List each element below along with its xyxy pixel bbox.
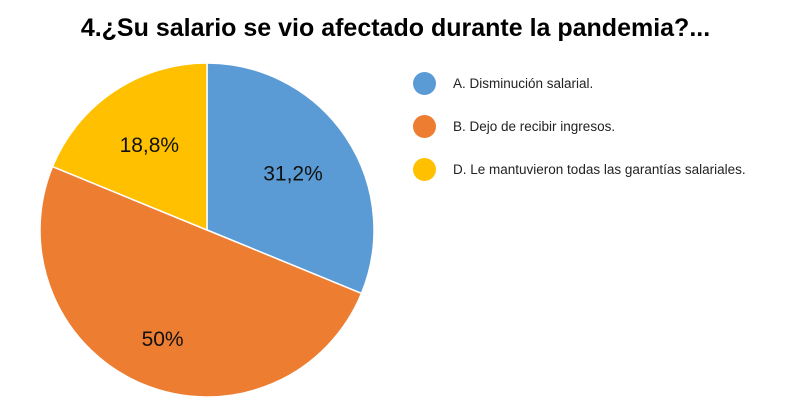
legend-item: D. Le mantuvieron todas las garantías sa…	[413, 148, 746, 191]
pie-slice	[39, 165, 363, 398]
chart-title: 4.¿Su salario se vio afectado durante la…	[80, 14, 711, 42]
pie-slice	[206, 62, 375, 295]
legend-label: A. Disminución salarial.	[453, 76, 594, 91]
pie-slice	[51, 62, 208, 232]
data-label: 50%	[142, 328, 184, 351]
legend: A. Disminución salarial. B. Dejo de reci…	[413, 62, 746, 191]
legend-label: D. Le mantuvieron todas las garantías sa…	[453, 162, 746, 177]
legend-item: B. Dejo de recibir ingresos.	[413, 105, 746, 148]
legend-swatch-icon	[413, 72, 436, 95]
legend-label: B. Dejo de recibir ingresos.	[453, 119, 616, 134]
legend-swatch-icon	[413, 158, 436, 181]
data-label: 31,2%	[263, 162, 323, 185]
legend-item: A. Disminución salarial.	[413, 62, 746, 105]
legend-swatch-icon	[413, 115, 436, 138]
data-label: 18,8%	[120, 134, 180, 157]
